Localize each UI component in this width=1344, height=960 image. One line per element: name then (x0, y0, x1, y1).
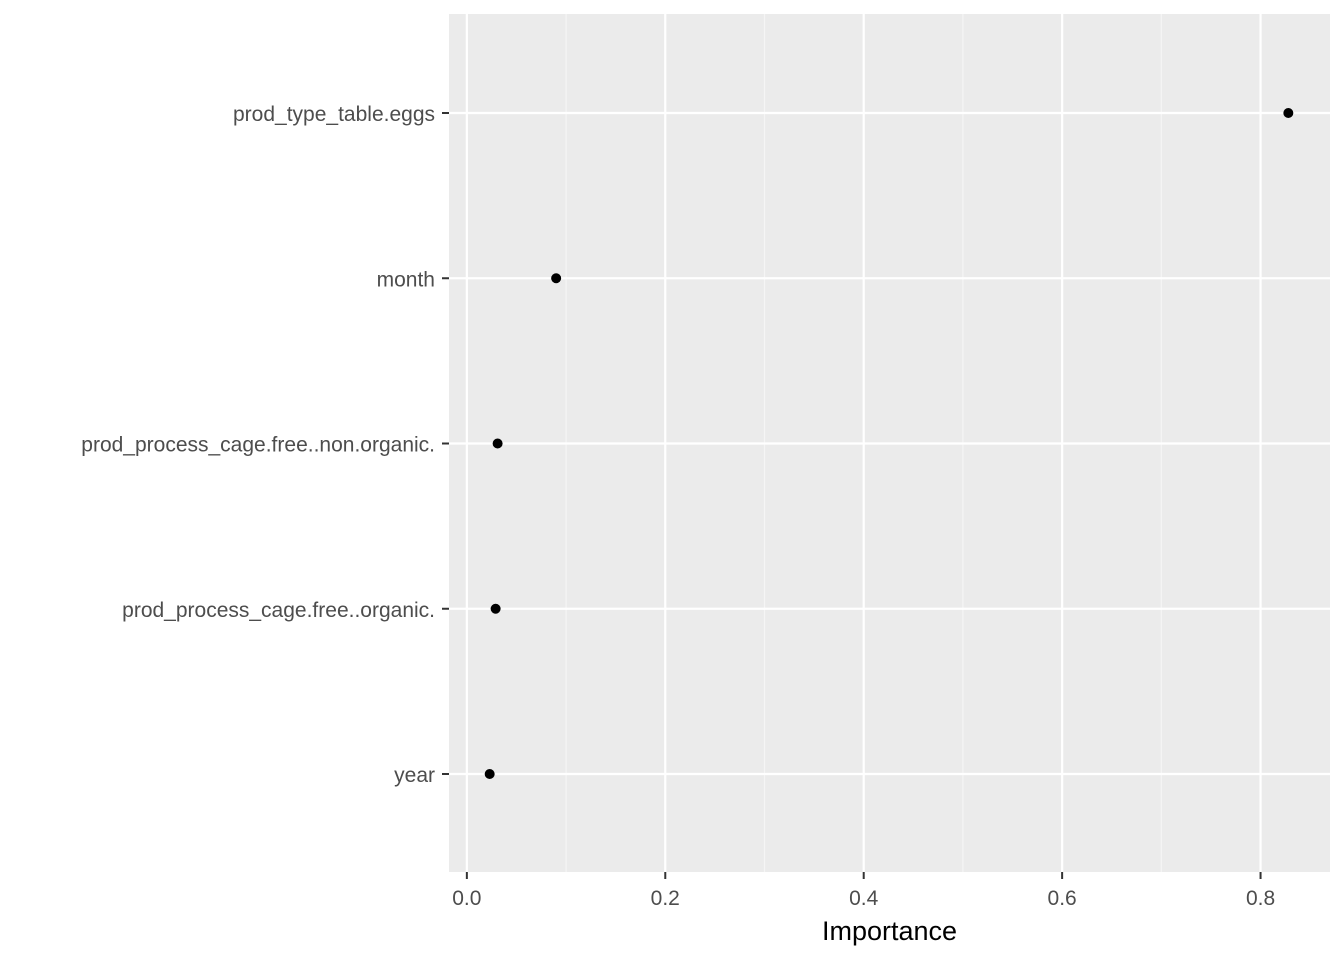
y-tick-label: month (377, 268, 435, 291)
x-tick-label: 0.6 (1048, 887, 1077, 910)
major-gridlines (449, 14, 1330, 872)
data-point (492, 438, 503, 449)
x-tick-label: 0.2 (651, 887, 680, 910)
data-point (490, 603, 501, 614)
data-point (551, 273, 562, 284)
y-tick-label: prod_type_table.eggs (233, 103, 435, 126)
data-point (484, 769, 495, 779)
x-tick-label: 0.4 (849, 887, 879, 910)
y-tick-label: prod_process_cage.free..organic. (122, 599, 435, 622)
data-points (484, 108, 1294, 779)
y-tick-label: year (394, 764, 435, 787)
data-point (1283, 108, 1294, 118)
x-tick-label: 0.0 (452, 887, 481, 910)
x-axis-title: Importance (822, 916, 957, 946)
x-axis: 0.0 0.2 0.4 0.6 0.8 (452, 872, 1275, 910)
y-tick-label: prod_process_cage.free..non.organic. (81, 434, 435, 457)
x-tick-label: 0.8 (1246, 887, 1275, 910)
